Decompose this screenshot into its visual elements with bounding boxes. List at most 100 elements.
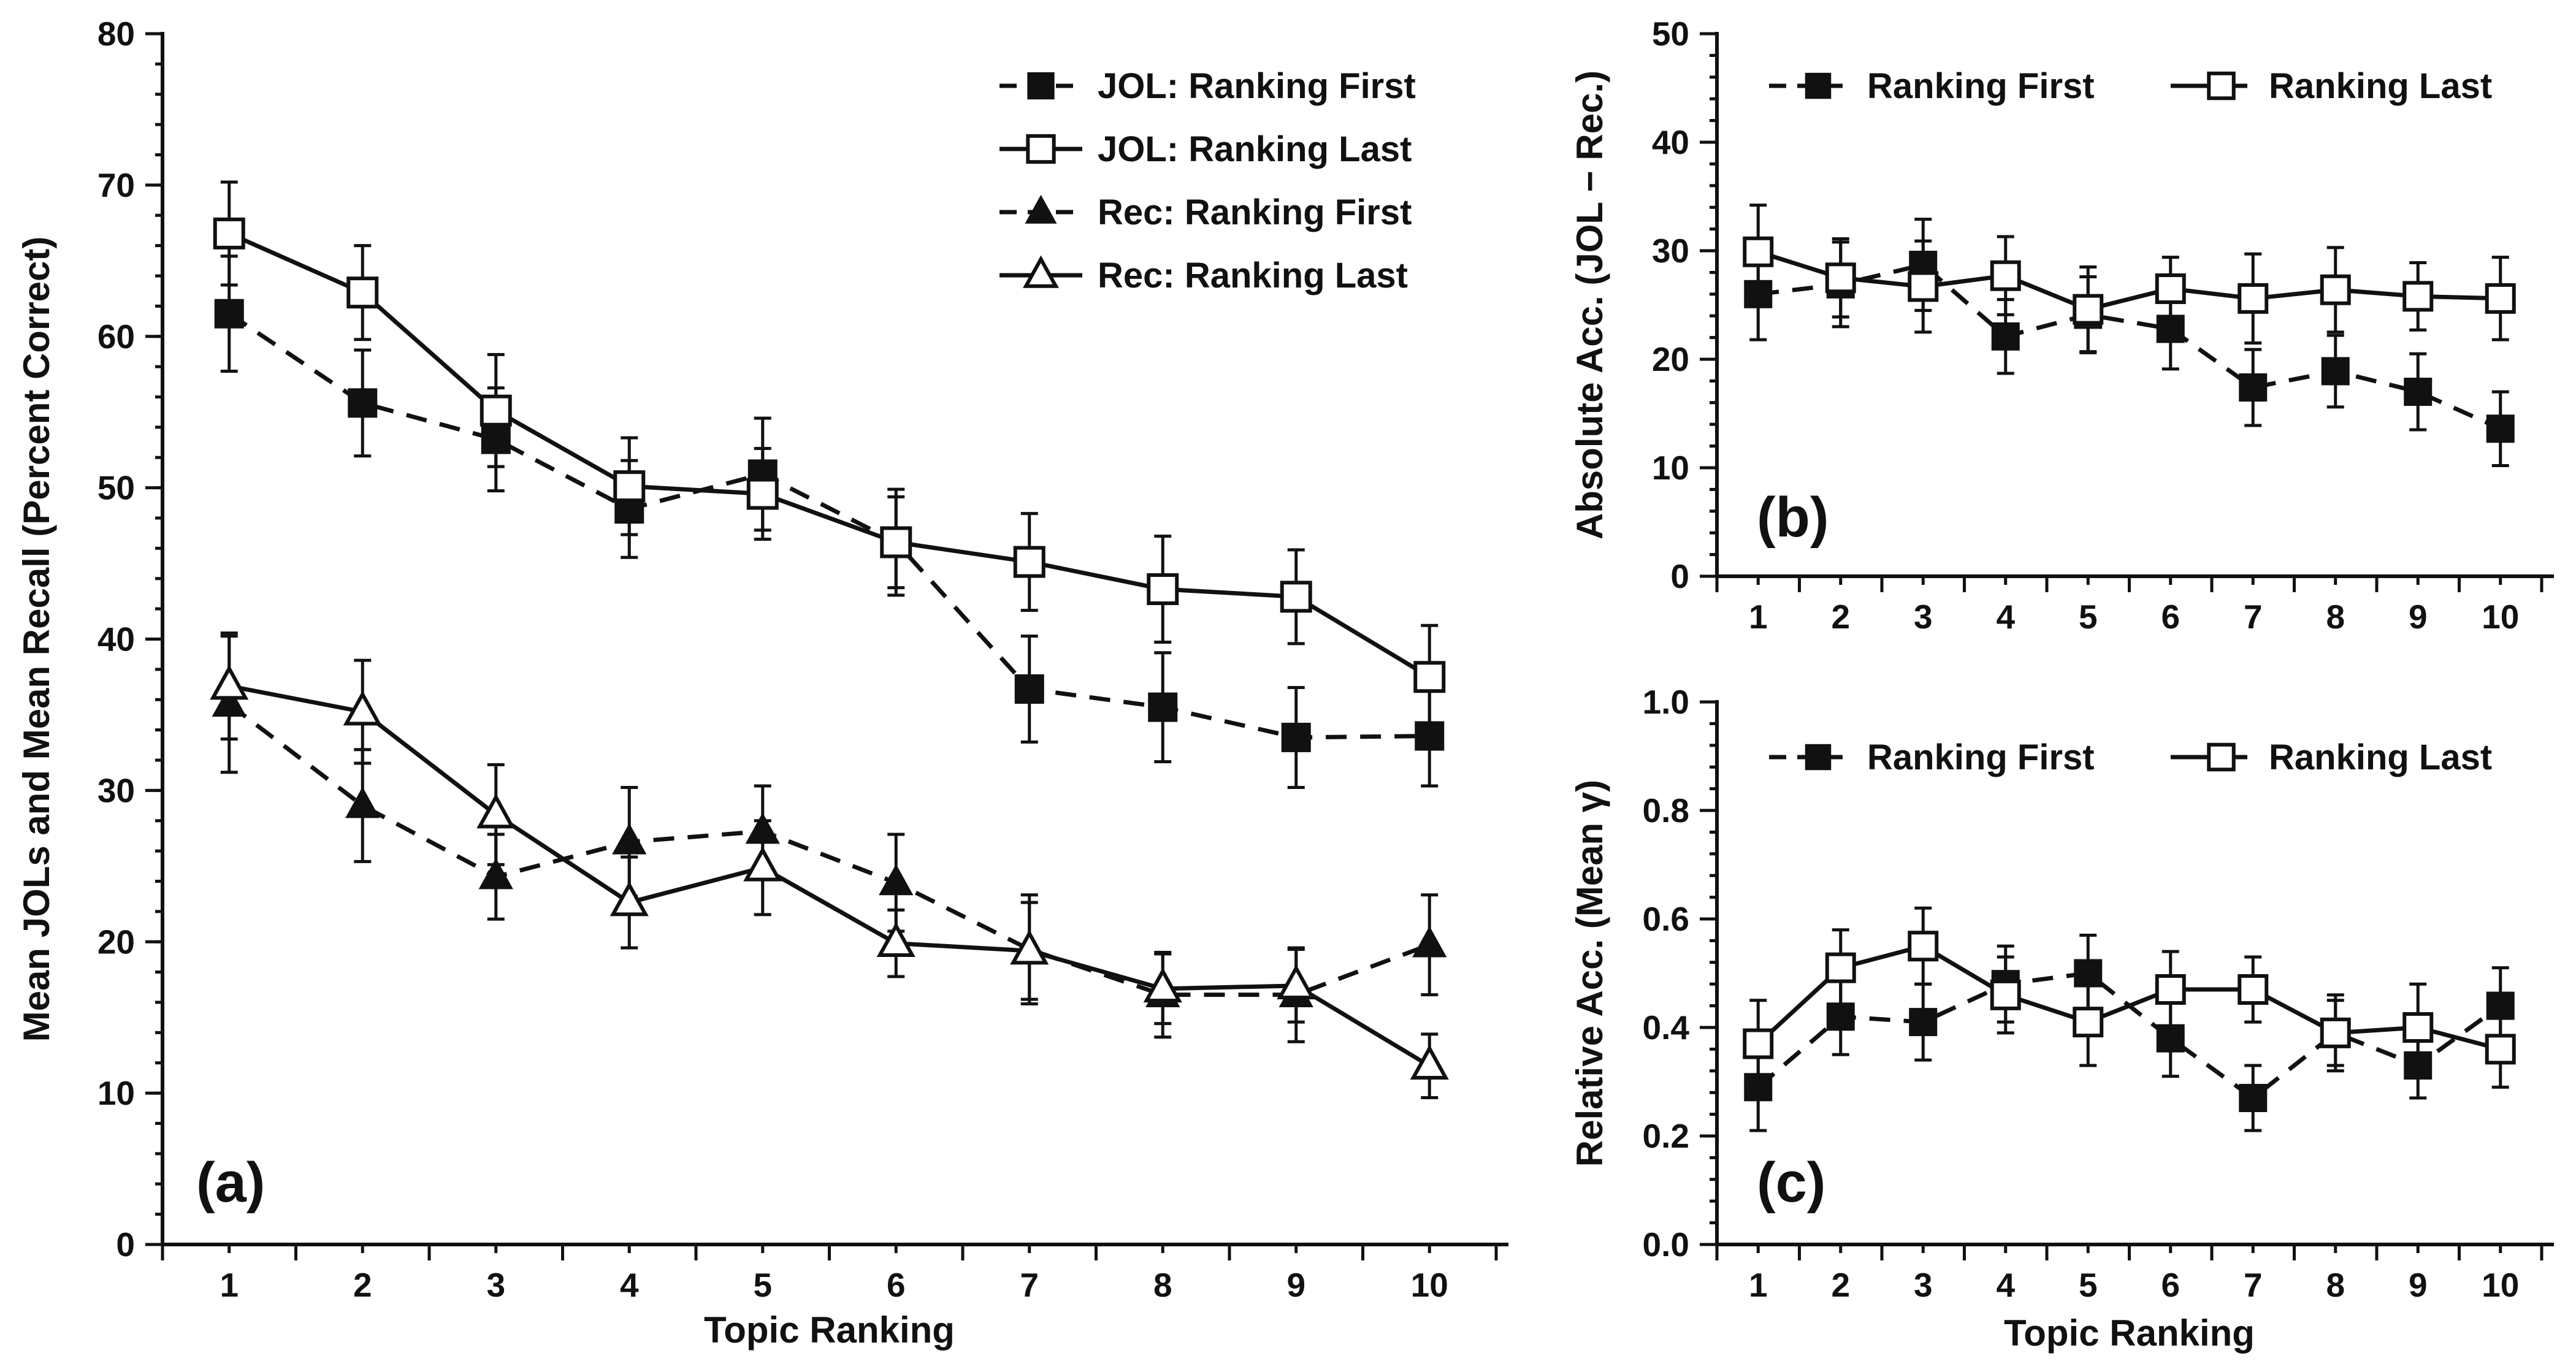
data-point <box>2073 1007 2104 1038</box>
legend-item-0: Ranking First <box>1769 737 2095 777</box>
x-tick-label: 6 <box>2161 1266 2180 1304</box>
legend-label: Rec: Ranking First <box>1098 192 1412 232</box>
data-point <box>1277 964 1316 1000</box>
data-point <box>214 299 244 329</box>
legend-marker <box>1027 72 1055 100</box>
legend-item-3: Rec: Ranking Last <box>999 255 1408 295</box>
legend-item-1: JOL: Ranking Last <box>999 129 1412 169</box>
data-point <box>612 823 647 855</box>
data-point <box>480 394 512 427</box>
y-tick-label: 50 <box>97 469 135 507</box>
data-point <box>2239 373 2268 402</box>
data-point <box>1825 262 1856 294</box>
y-tick-label: 70 <box>97 166 135 204</box>
y-tick-label: 0.0 <box>1643 1225 1689 1263</box>
data-point <box>2239 1084 2268 1113</box>
legend-item-0: JOL: Ranking First <box>999 66 1416 106</box>
data-point <box>1825 952 1856 983</box>
series-line <box>227 702 1431 997</box>
data-point <box>2073 294 2104 325</box>
y-tick-label: 10 <box>1652 449 1689 487</box>
data-point <box>1280 581 1312 613</box>
series-1 <box>1743 204 2516 354</box>
series-line <box>227 311 1430 740</box>
legend-label: Ranking Last <box>2269 66 2492 106</box>
x-tick-label: 1 <box>1749 598 1768 636</box>
data-point <box>348 388 378 418</box>
data-point <box>1413 661 1446 693</box>
x-tick-label: 6 <box>887 1266 906 1304</box>
x-tick-label: 4 <box>1996 598 2015 636</box>
x-tick-label: 4 <box>1996 1266 2015 1304</box>
legend-marker <box>1025 194 1057 224</box>
y-tick-label: 40 <box>1652 123 1689 161</box>
legend-label: Ranking Last <box>2269 737 2492 777</box>
y-axis-title: Mean JOLs and Mean Recall (Percent Corre… <box>16 237 57 1042</box>
legend-marker <box>1805 744 1832 771</box>
data-point <box>879 864 914 896</box>
y-tick-label: 10 <box>97 1074 135 1112</box>
x-tick-label: 4 <box>620 1266 639 1304</box>
legend-marker <box>1023 255 1059 288</box>
legend-label: Rec: Ranking Last <box>1098 256 1408 295</box>
data-point <box>876 921 915 958</box>
y-axis-title: Absolute Acc. (JOL − Rec.) <box>1569 71 1610 539</box>
x-tick-label: 8 <box>2326 598 2345 636</box>
x-tick-label: 3 <box>1914 1266 1933 1304</box>
data-point <box>1013 546 1045 578</box>
data-point <box>2320 1017 2351 1048</box>
series-1 <box>1743 906 2516 1089</box>
data-point <box>2321 357 2350 386</box>
x-tick-label: 3 <box>486 1266 505 1304</box>
data-point <box>1908 271 1939 302</box>
legend-item-1: Ranking Last <box>2171 737 2492 777</box>
series-line <box>1756 943 2501 1051</box>
data-point <box>2404 378 2433 406</box>
x-tick-label: 7 <box>2244 598 2263 636</box>
data-point <box>1990 979 2021 1010</box>
panel-label: (a) <box>196 1151 265 1214</box>
y-tick-label: 80 <box>97 15 135 53</box>
x-axis-title: Topic Ranking <box>2004 1313 2255 1354</box>
series-line <box>229 684 1431 1068</box>
legend-item-0: Ranking First <box>1769 66 2095 106</box>
x-tick-label: 8 <box>2326 1266 2345 1304</box>
panel-a-chart: 0 10 20 30 40 50 60 70 80 1 2 3 4 5 6 7 8 9 10 Topic Rankin… <box>16 15 1508 1351</box>
data-point <box>1014 674 1044 704</box>
data-point <box>1991 322 2020 351</box>
data-point <box>478 858 513 890</box>
legend-label: Ranking First <box>1867 737 2095 777</box>
legend-marker <box>2207 71 2236 101</box>
data-point <box>880 526 912 558</box>
series-3 <box>210 631 1449 1100</box>
data-point <box>2238 974 2269 1005</box>
data-point <box>1148 692 1178 722</box>
legend-label: JOL: Ranking First <box>1098 66 1416 106</box>
data-point <box>2402 281 2434 312</box>
panel-c-chart: 0.0 0.2 0.4 0.6 0.8 1.0 1 2 3 4 5 6 7 8 9 10 Topic Ranki… <box>1569 683 2554 1354</box>
y-tick-label: 0.8 <box>1643 791 1689 829</box>
series-line <box>1757 250 2501 312</box>
series-line <box>228 231 1431 679</box>
data-point <box>613 470 646 503</box>
series-1 <box>213 180 1446 730</box>
legend-item-1: Ranking Last <box>2171 66 2492 106</box>
data-point <box>746 478 779 510</box>
legend-label: Ranking First <box>1867 66 2095 106</box>
y-tick-label: 30 <box>1652 232 1689 270</box>
data-point <box>343 690 382 726</box>
y-tick-label: 30 <box>97 771 135 809</box>
x-tick-label: 8 <box>1153 1266 1172 1304</box>
legend-marker <box>1026 134 1056 164</box>
x-tick-label: 7 <box>2244 1266 2263 1304</box>
data-point <box>210 665 249 700</box>
x-tick-label: 5 <box>2079 598 2098 636</box>
x-tick-label: 2 <box>1831 1266 1850 1304</box>
data-point <box>743 846 782 882</box>
x-tick-label: 7 <box>1020 1266 1039 1304</box>
panel-label: (b) <box>1757 486 1829 549</box>
data-point <box>1412 926 1447 958</box>
legend-marker <box>2207 742 2236 772</box>
data-point <box>2486 414 2515 443</box>
